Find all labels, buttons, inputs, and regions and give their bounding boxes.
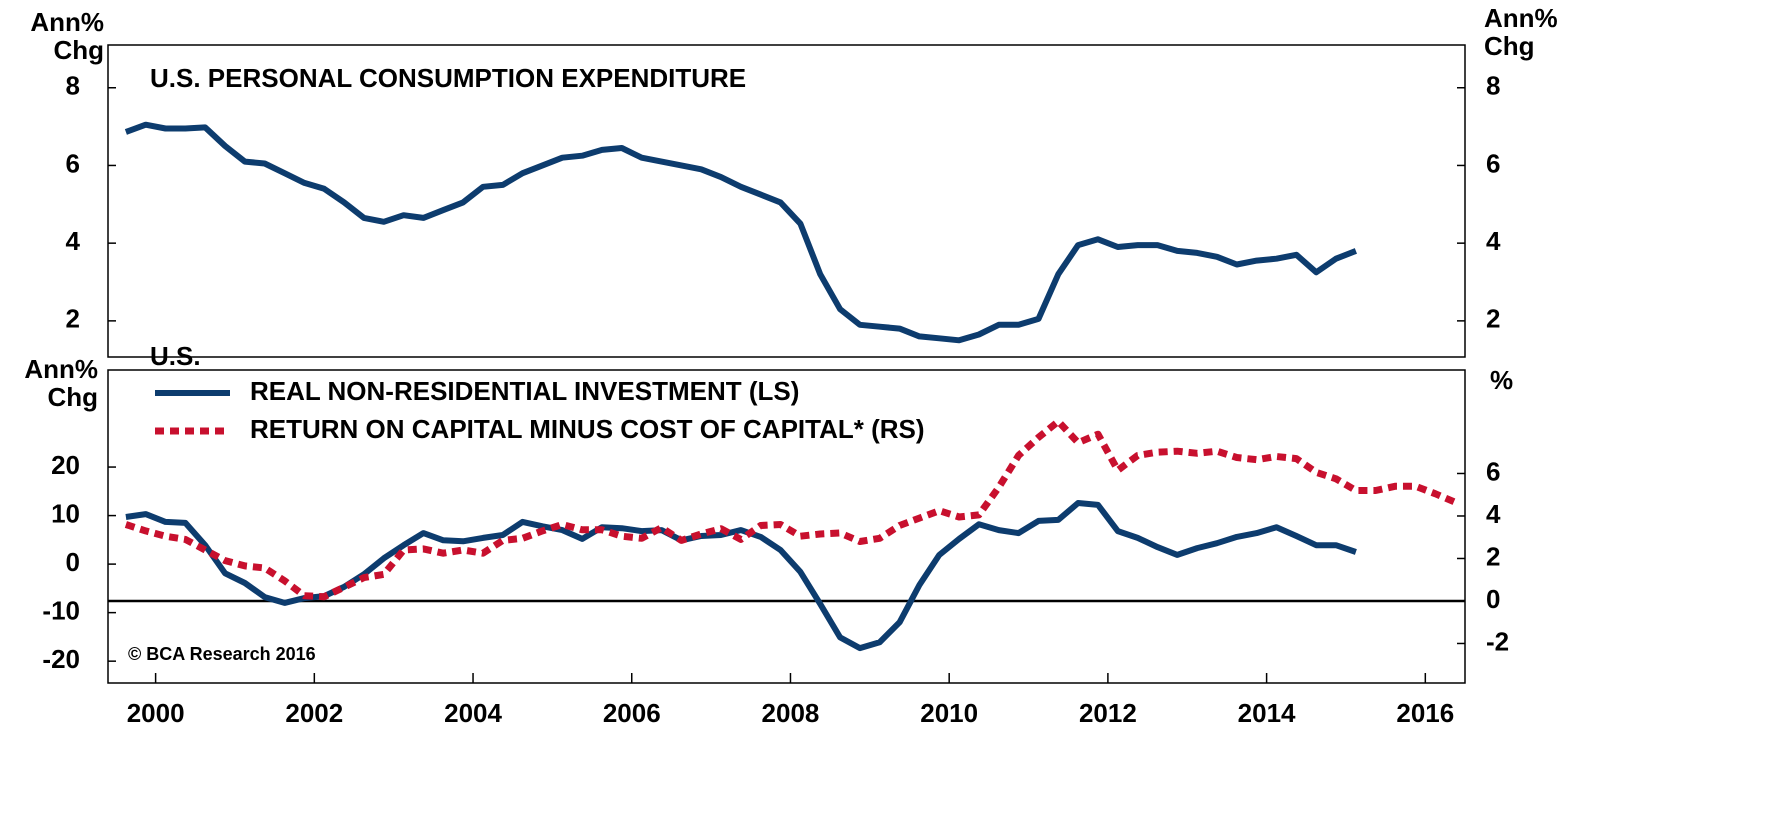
series-line — [125, 500, 1357, 652]
y2-tick-label: 2 — [1486, 541, 1500, 571]
legend-label: REAL NON-RESIDENTIAL INVESTMENT (LS) — [250, 376, 799, 406]
y-tick-label: 0 — [66, 547, 80, 577]
x-tick-label: 2010 — [920, 698, 978, 728]
series-line — [124, 417, 1457, 601]
x-tick-label: 2002 — [285, 698, 343, 728]
y-tick-label: 10 — [51, 498, 80, 528]
y-axis-label: Ann% Chg — [30, 7, 104, 65]
y-tick-label: 8 — [66, 71, 80, 101]
panel-title: U.S. — [150, 341, 201, 371]
x-tick-label: 2008 — [762, 698, 820, 728]
plot-frame — [107, 44, 1466, 358]
y2-axis-label: Ann% Chg — [1484, 3, 1558, 61]
y-tick-label: 2 — [66, 304, 80, 334]
x-tick-label: 2000 — [127, 698, 185, 728]
series-line — [124, 121, 1357, 344]
y2-tick-label: -2 — [1486, 626, 1509, 656]
y2-tick-label: 6 — [1486, 456, 1500, 486]
y-tick-label: 6 — [66, 148, 80, 178]
panel-title: U.S. PERSONAL CONSUMPTION EXPENDITURE — [150, 63, 746, 93]
y2-tick-label: 6 — [1486, 148, 1500, 178]
y-tick-label: -20 — [42, 644, 80, 674]
y2-tick-label: 2 — [1486, 304, 1500, 334]
y-tick-label: -10 — [42, 596, 80, 626]
x-tick-label: 2006 — [603, 698, 661, 728]
y2-tick-label: 4 — [1486, 499, 1501, 529]
x-tick-label: 2004 — [444, 698, 502, 728]
copyright: © BCA Research 2016 — [128, 644, 316, 664]
y2-tick-label: 0 — [1486, 584, 1500, 614]
y-axis-label: Ann% Chg — [24, 354, 98, 412]
y2-tick-label: 8 — [1486, 71, 1500, 101]
x-tick-label: 2016 — [1396, 698, 1454, 728]
plot-frame — [107, 369, 1466, 684]
x-tick-label: 2014 — [1238, 698, 1296, 728]
y2-axis-label: % — [1490, 365, 1514, 395]
x-tick-label: 2012 — [1079, 698, 1137, 728]
y-tick-label: 4 — [66, 226, 81, 256]
y2-tick-label: 4 — [1486, 226, 1501, 256]
y-tick-label: 20 — [51, 450, 80, 480]
legend-label: RETURN ON CAPITAL MINUS COST OF CAPITAL*… — [250, 414, 925, 444]
